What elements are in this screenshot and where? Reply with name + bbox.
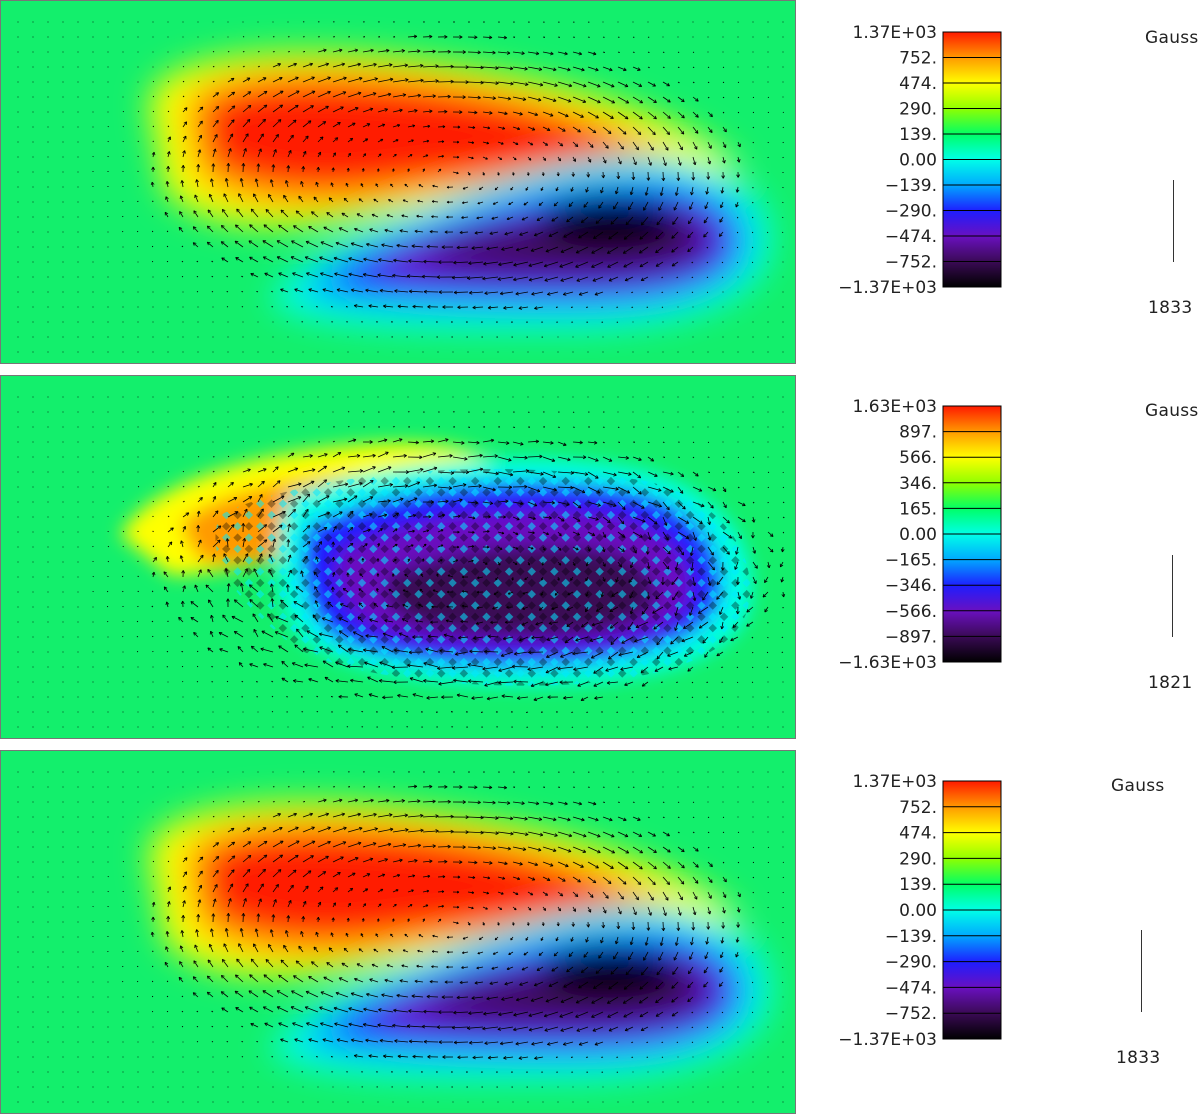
colorbar-tick-label: 346. xyxy=(899,474,937,494)
colorbar-tick-label: −1.37E+03 xyxy=(838,1030,937,1050)
reference-vector-line xyxy=(1141,930,1142,1012)
colorbar-segment xyxy=(943,806,1001,834)
colorbar-tick-label: 474. xyxy=(899,824,937,844)
colorbar-tick-label: −139. xyxy=(885,176,937,196)
colorbar-segment xyxy=(943,32,1001,58)
panel-1: 1.37E+03 752. 474. 290. 139. 0.00 −139. −290. −4… xyxy=(0,0,1200,364)
unit-label: Gauss xyxy=(1145,28,1199,48)
colorbar-tick-label: −474. xyxy=(885,978,937,998)
colorbar-segment xyxy=(943,508,1001,535)
colorbar-segment xyxy=(943,910,1001,937)
colorbar-tick-label: 566. xyxy=(899,448,937,468)
colorbar-segment xyxy=(943,159,1001,186)
colorbar-tick-label: 1.37E+03 xyxy=(853,772,937,792)
colorbar-tick-label: −752. xyxy=(885,1004,937,1024)
vector-field xyxy=(17,771,784,1103)
colorbar-tick-label: 752. xyxy=(899,798,937,818)
field-map-3 xyxy=(0,750,796,1114)
colorbar-segment xyxy=(943,134,1001,160)
unit-label: Gauss xyxy=(1111,776,1165,796)
colorbar-tick-label: −139. xyxy=(885,927,937,947)
colorbar-tick-label: 290. xyxy=(899,849,937,869)
reference-vector-line xyxy=(1172,555,1173,637)
colorbar-segment xyxy=(943,884,1001,911)
vector-field xyxy=(17,21,784,353)
colorbar-segment xyxy=(943,636,1001,663)
colorbar-tick-label: 0.00 xyxy=(899,525,937,545)
colorbar-tick-label: 0.00 xyxy=(899,151,937,171)
colorbar-tick-label: 290. xyxy=(899,100,937,120)
colorbar-segment xyxy=(943,961,1001,988)
colorbar-tick-label: −290. xyxy=(885,202,937,222)
colorbar-segment xyxy=(943,236,1001,262)
colorbar-tick-label: 474. xyxy=(899,74,937,94)
colorbar-segment xyxy=(943,185,1001,211)
panel-2: 1.63E+03 897. 566. 346. 165. 0.00 −165. −346. −5… xyxy=(0,375,1200,739)
field-color-layers xyxy=(149,802,770,1080)
panel-3: 1.37E+03 752. 474. 290. 139. 0.00 −139. −290. −4… xyxy=(0,750,1200,1114)
colorbar-segment xyxy=(943,482,1001,509)
colorbar-tick-label: −566. xyxy=(885,602,937,622)
colorbar-segment xyxy=(943,210,1001,237)
colorbar-segment xyxy=(943,1013,1001,1040)
colorbar-tick-label: −897. xyxy=(885,627,937,647)
colorbar-tick-label: −752. xyxy=(885,253,937,273)
colorbar-2: 1.63E+03 897. 566. 346. 165. 0.00 −165. −346. −5… xyxy=(838,397,1002,673)
colorbar-tick-label: −165. xyxy=(885,551,937,571)
colorbar-tick-label: 0.00 xyxy=(899,901,937,921)
colorbar-tick-label: 165. xyxy=(899,499,937,519)
colorbar-segment xyxy=(943,457,1001,484)
unit-label: Gauss xyxy=(1145,401,1199,421)
field-map-2 xyxy=(0,375,796,739)
colorbar-tick-label: −346. xyxy=(885,576,937,596)
colorbar-segment xyxy=(943,261,1001,288)
colorbar-tick-label: 1.63E+03 xyxy=(853,397,937,417)
colorbar-segment xyxy=(943,406,1001,433)
colorbar-segment xyxy=(943,858,1001,885)
colorbar-segment xyxy=(943,108,1001,135)
colorbar-segment xyxy=(943,610,1001,637)
colorbar-tick-label: −474. xyxy=(885,227,937,247)
field-color-layers xyxy=(149,52,770,330)
colorbar-segment xyxy=(943,431,1001,458)
vector-field xyxy=(17,396,786,728)
colorbar-tick-label: 139. xyxy=(899,125,937,145)
colorbar-tick-label: −290. xyxy=(885,953,937,973)
field-map-1 xyxy=(0,0,796,364)
colorbar-tick-label: −1.63E+03 xyxy=(838,653,937,673)
colorbar-segment xyxy=(943,534,1001,561)
colorbar-tick-label: −1.37E+03 xyxy=(838,278,937,298)
colorbar-tick-label: 1.37E+03 xyxy=(853,23,937,43)
colorbar-1: 1.37E+03 752. 474. 290. 139. 0.00 −139. −290. −4… xyxy=(838,23,1002,298)
reference-vector-line xyxy=(1173,180,1174,262)
colorbar-tick-label: 752. xyxy=(899,49,937,69)
colorbar-segment xyxy=(943,781,1001,808)
reference-vector-label: 1833 xyxy=(1148,298,1193,318)
colorbar-tick-label: 897. xyxy=(899,423,937,443)
colorbar-segment xyxy=(943,832,1001,859)
colorbar-segment xyxy=(943,57,1001,84)
reference-vector-label: 1821 xyxy=(1148,673,1193,693)
colorbar-segment xyxy=(943,987,1001,1014)
colorbar-segment xyxy=(943,559,1001,586)
colorbar-segment xyxy=(943,585,1001,612)
colorbar-segment xyxy=(943,83,1001,109)
colorbar-3: 1.37E+03 752. 474. 290. 139. 0.00 −139. −290. −4… xyxy=(838,772,1002,1050)
colorbar-segment xyxy=(943,935,1001,963)
reference-vector-label: 1833 xyxy=(1116,1048,1161,1068)
colorbar-tick-label: 139. xyxy=(899,875,937,895)
